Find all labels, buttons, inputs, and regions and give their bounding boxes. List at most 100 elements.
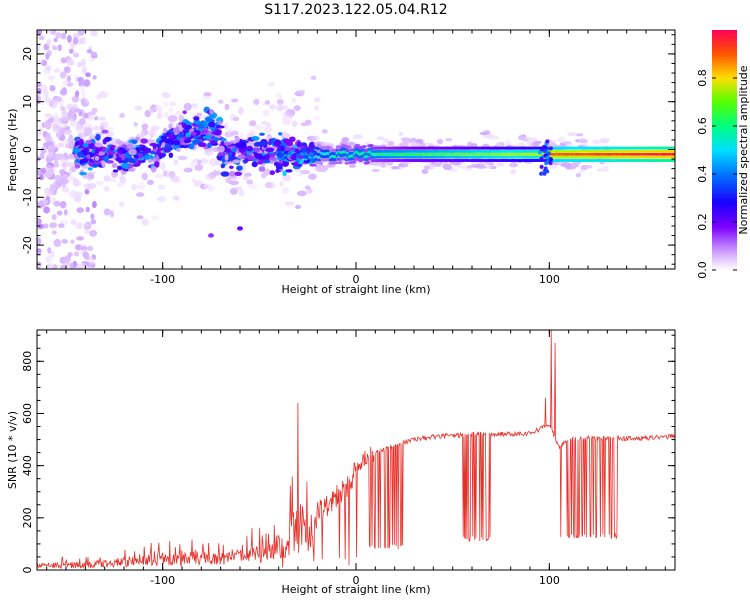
heatmap-cell — [281, 187, 290, 195]
heatmap-cell — [109, 210, 114, 218]
heatmap-cell — [37, 95, 42, 102]
heatmap-cell — [44, 187, 52, 196]
heatmap-cell — [190, 161, 195, 168]
heatmap-cell — [283, 138, 291, 144]
heatmap-cell — [103, 175, 111, 182]
heatmap-cell — [425, 164, 437, 168]
heatmap-cell — [399, 142, 409, 146]
heatmap-cell — [238, 141, 247, 149]
heatmap-cell — [504, 140, 512, 145]
heatmap-cell — [70, 239, 75, 245]
heatmap-cell — [258, 160, 265, 164]
heatmap-cell — [44, 113, 52, 118]
heatmap-cell — [423, 142, 434, 146]
snr-xtick-label: 0 — [353, 574, 360, 587]
heatmap-cell — [294, 148, 300, 154]
snr-ytick-label: 200 — [21, 507, 34, 528]
heatmap-cell — [84, 228, 90, 235]
heatmap-cell — [207, 122, 216, 128]
heatmap-cell — [285, 169, 293, 173]
snr-xlabel: Height of straight line (km) — [281, 583, 430, 596]
heatmap-cell — [49, 222, 57, 229]
heatmap-cell — [190, 131, 197, 136]
heatmap-cell — [52, 126, 60, 134]
heatmap-cell — [147, 179, 154, 186]
heatmap-cell — [77, 151, 84, 158]
heatmap-cell — [671, 159, 675, 162]
heatmap-cell — [58, 177, 69, 185]
heatmap-cell — [108, 178, 117, 183]
heatmap-cell — [203, 149, 214, 156]
heatmap-cell — [275, 92, 283, 101]
heatmap-cell — [203, 183, 212, 190]
heatmap-cell — [202, 129, 209, 134]
heatmap-cell — [168, 123, 173, 130]
heatmap-cell — [209, 140, 218, 145]
heatmap-cell — [52, 264, 58, 269]
heatmap-cell — [175, 148, 181, 152]
heatmap-cell — [45, 64, 52, 71]
heatmap-cell — [86, 154, 91, 159]
heatmap-cell — [73, 196, 82, 203]
heatmap-cell — [294, 161, 299, 167]
heatmap-cell — [264, 100, 271, 105]
heatmap-cell — [282, 111, 291, 118]
heatmap-cell — [167, 115, 178, 123]
heatmap-cell — [46, 151, 54, 158]
heatmap-cell — [445, 137, 453, 142]
heatmap-cell — [152, 144, 157, 150]
heatmap-cell — [101, 121, 109, 129]
heatmap-cell — [238, 132, 245, 139]
heatmap-cell — [72, 52, 80, 58]
heatmap-cell — [301, 147, 307, 153]
heatmap-cell — [86, 49, 93, 54]
heatmap-cell — [61, 238, 68, 244]
heatmap-cell — [248, 183, 258, 190]
heatmap-cell — [380, 164, 387, 168]
heatmap-cell — [83, 223, 91, 228]
heatmap-cell — [131, 139, 138, 144]
heatmap-cell — [539, 156, 544, 161]
heatmap-cell — [421, 168, 429, 174]
heatmap-cell — [488, 135, 500, 140]
heatmap-cell — [81, 66, 87, 75]
heatmap-cell — [238, 146, 247, 154]
heatmap-cell — [304, 185, 311, 190]
heatmap-cell — [309, 163, 317, 167]
spectrogram-ytick-label: 0 — [21, 146, 34, 153]
heatmap-cell — [76, 207, 84, 213]
heatmap-cell — [37, 223, 44, 230]
heatmap-cell — [141, 219, 149, 226]
heatmap-cell — [348, 163, 357, 168]
snr-panel: -100 0 100 0 200 400 600 800 Height of straight… — [6, 329, 676, 596]
heatmap-cell — [174, 111, 183, 117]
heatmap-cell — [248, 120, 257, 127]
snr-xtick-label: 100 — [539, 574, 560, 587]
colorbar-tick-label: 0.2 — [696, 213, 709, 231]
heatmap-cell — [53, 68, 61, 73]
heatmap-cell — [599, 137, 610, 144]
heatmap-cell — [130, 183, 138, 191]
heatmap-cell — [223, 122, 229, 130]
heatmap-cell — [56, 96, 62, 102]
heatmap-cell — [296, 141, 302, 148]
heatmap-cell — [154, 104, 163, 113]
spectrogram-xtick-label: -100 — [150, 273, 175, 286]
heatmap-cell — [217, 99, 224, 104]
heatmap-cell — [47, 144, 56, 151]
heatmap-cell — [163, 127, 168, 134]
heatmap-cell — [53, 238, 62, 247]
heatmap-cell — [70, 263, 74, 269]
heatmap-cell — [73, 108, 82, 113]
heatmap-cell — [54, 144, 62, 149]
heatmap-cell — [43, 96, 52, 103]
heatmap-cell — [85, 206, 90, 213]
heatmap-cell — [318, 161, 324, 165]
heatmap-cell — [298, 89, 305, 95]
heatmap-cell — [151, 215, 159, 221]
heatmap-cell — [94, 156, 100, 161]
heatmap-cell — [387, 140, 395, 146]
heatmap-cell — [259, 132, 265, 136]
heatmap-cell — [224, 148, 232, 153]
